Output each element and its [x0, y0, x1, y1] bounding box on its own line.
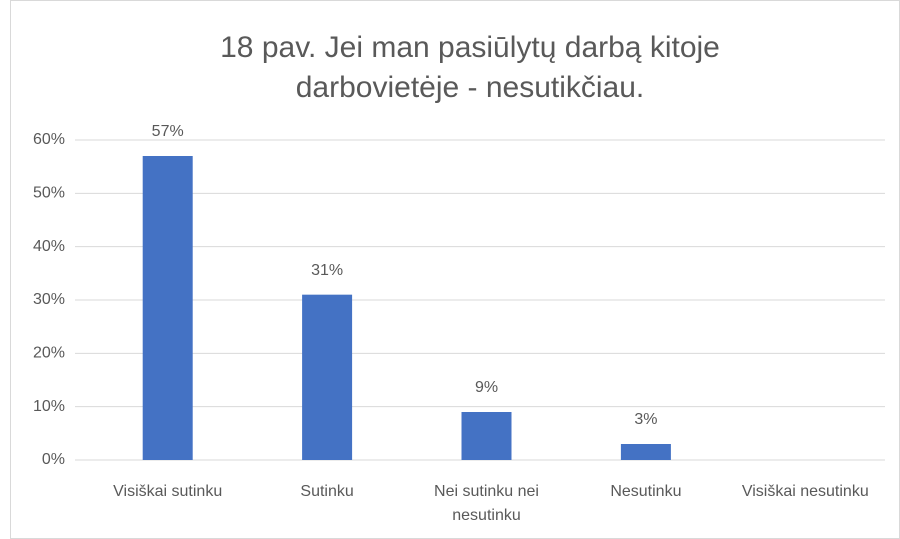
y-tick-label: 20% [33, 345, 65, 362]
y-tick-label: 40% [33, 238, 65, 255]
x-tick-label: Visiškai sutinku [113, 483, 223, 500]
bar [461, 412, 512, 460]
y-tick-label: 30% [33, 291, 65, 308]
data-label: 31% [311, 262, 343, 279]
data-label: 3% [634, 411, 657, 428]
bar [142, 156, 193, 460]
x-tick-label: Nei sutinku nei nesutinku [434, 483, 539, 524]
bar [620, 444, 671, 460]
y-tick-label: 0% [42, 451, 65, 468]
data-label: 57% [152, 123, 184, 140]
y-tick-label: 60% [33, 131, 65, 148]
y-tick-label: 10% [33, 398, 65, 415]
y-tick-label: 50% [33, 185, 65, 202]
x-tick-label: Visiškai nesutinku [741, 483, 869, 500]
data-label: 9% [475, 379, 498, 396]
x-tick-label: Sutinku [300, 483, 354, 500]
bar [302, 294, 353, 460]
chart-title: 18 pav. Jei man pasiūlytų darbą kitoje d… [220, 31, 720, 104]
x-tick-label: Nesutinku [610, 483, 682, 500]
